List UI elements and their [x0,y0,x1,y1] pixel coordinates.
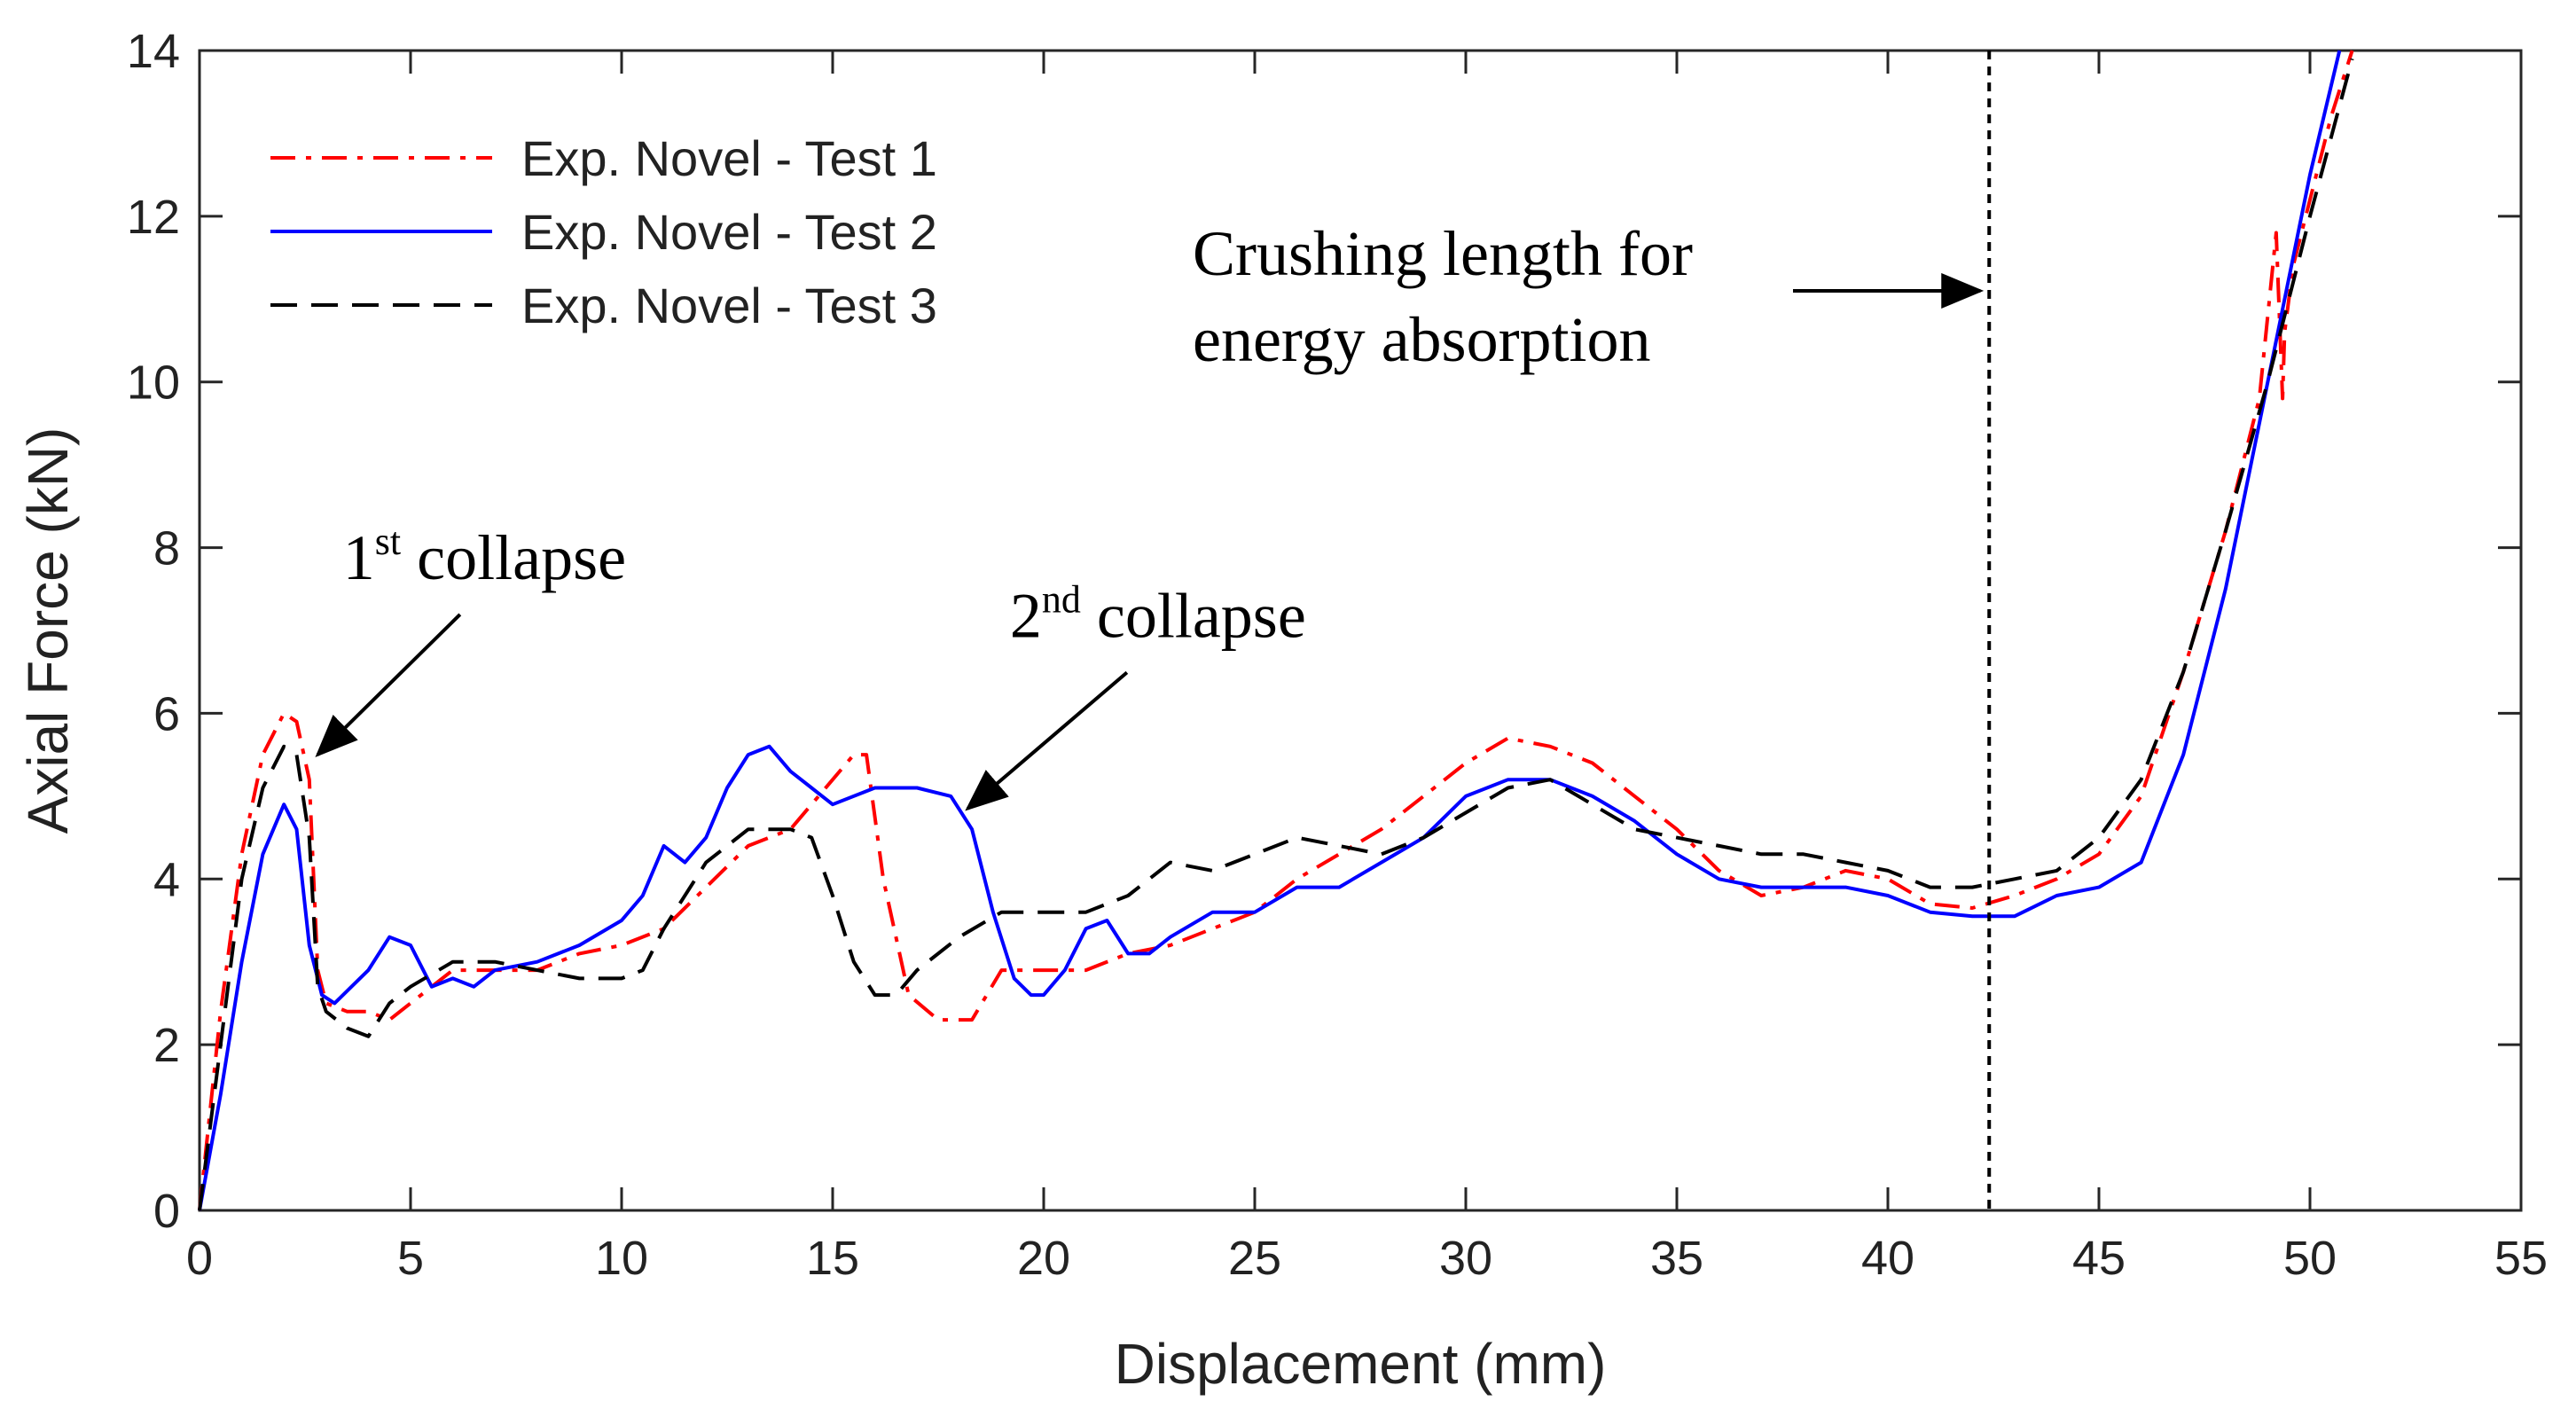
series-line-test-3 [198,58,2354,1211]
x-tick-label: 50 [2283,1232,2337,1285]
annotation-superscript: nd [1042,577,1081,621]
x-tick-label: 20 [1017,1232,1070,1285]
x-tick-label: 10 [595,1232,648,1285]
y-tick-label: 12 [127,191,180,244]
x-tick-label: 5 [397,1232,424,1285]
axes-frame [198,49,2523,1212]
annotation-number: 1 [343,522,375,593]
annotation-number: 2 [1010,580,1042,651]
x-axis-label: Displacement (mm) [1115,1332,1607,1396]
x-tick-label: 35 [1650,1232,1703,1285]
x-tick-label: 25 [1228,1232,1281,1285]
collapse-annotation-2: 2nd collapse [1010,577,1306,651]
x-tick-label: 30 [1439,1232,1492,1285]
x-tick-label: 15 [806,1232,859,1285]
annotation-superscript: st [375,520,401,563]
annotation-arrow [965,670,1129,811]
y-tick-label: 6 [153,687,180,740]
collapse-annotation-1: 1st collapse [343,520,626,593]
series-line-test-1 [198,50,2354,1211]
y-tick-label: 10 [127,356,180,410]
y-axis-label: Axial Force (kN) [16,427,80,834]
series-line-test-2 [198,50,2342,1211]
x-tick-label: 40 [1861,1232,1914,1285]
series-layer [198,50,2354,1211]
y-tick-label: 4 [153,853,180,906]
x-tick-label: 55 [2494,1232,2548,1285]
annotation-rest: collapse [1081,580,1306,651]
legend: Exp. Novel - Test 1 Exp. Novel - Test 2 Ex… [270,130,937,333]
y-tick-label: 8 [153,522,180,575]
legend-label-test-3: Exp. Novel - Test 3 [521,278,937,333]
x-tick-label: 0 [186,1232,213,1285]
plot-area-box [198,49,2523,1212]
x-tick-label: 45 [2072,1232,2126,1285]
crushing-annotation-line2: energy absorption [1193,304,1651,375]
annotation-arrow [315,613,462,757]
y-tick-label: 2 [153,1019,180,1072]
annotation-rest: collapse [401,522,626,593]
legend-label-test-1: Exp. Novel - Test 1 [521,130,937,186]
y-tick-label: 0 [153,1185,180,1238]
legend-label-test-2: Exp. Novel - Test 2 [521,204,937,260]
crushing-annotation-line1: Crushing length for [1193,218,1693,289]
y-tick-label: 14 [127,25,180,78]
